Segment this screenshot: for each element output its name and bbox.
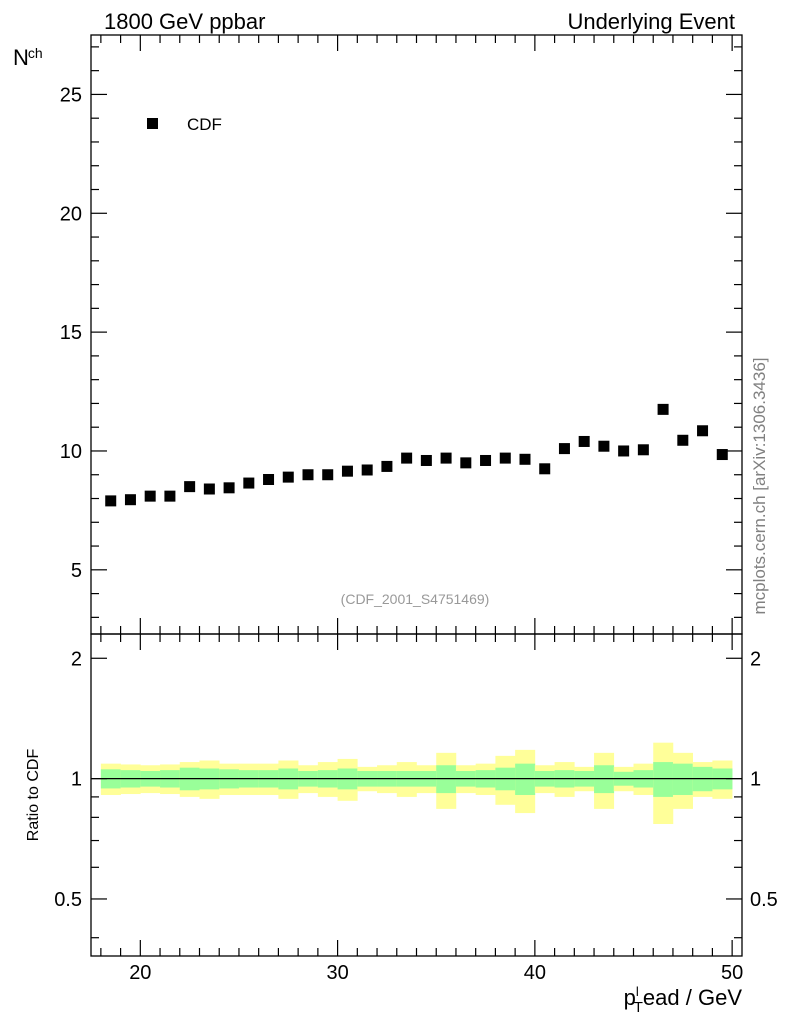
data-point bbox=[519, 453, 531, 465]
ratio-ytick-label: 0.5 bbox=[54, 889, 82, 911]
xlabel-p: p bbox=[624, 985, 636, 1010]
xlabel-sub: T bbox=[634, 999, 643, 1016]
data-point bbox=[223, 482, 235, 494]
data-point bbox=[677, 434, 689, 446]
data-point bbox=[657, 403, 669, 415]
main-ytick-label: 20 bbox=[60, 203, 82, 225]
ratio-band-stat bbox=[515, 763, 536, 795]
data-point bbox=[263, 473, 275, 485]
data-point bbox=[401, 452, 413, 464]
watermark-text: mcplots.cern.ch [arXiv:1306.3436] bbox=[750, 357, 769, 614]
data-point bbox=[341, 465, 353, 477]
data-point bbox=[539, 463, 551, 475]
data-point bbox=[105, 495, 117, 507]
ratio-xtick-label: 50 bbox=[721, 962, 743, 984]
ratio-ylabel: Ratio to CDF bbox=[25, 749, 42, 842]
right-title: Underlying Event bbox=[567, 9, 735, 34]
data-point bbox=[243, 477, 255, 489]
data-point bbox=[558, 443, 570, 455]
ratio-ytick-label-right: 1 bbox=[750, 769, 761, 791]
ratio-frame bbox=[90, 633, 743, 957]
data-point bbox=[637, 444, 649, 456]
data-point bbox=[598, 440, 610, 452]
ratio-ytick-label-right: 0.5 bbox=[750, 889, 778, 911]
main-ylabel-sub: ch bbox=[28, 45, 43, 61]
data-point bbox=[440, 452, 452, 464]
data-point bbox=[322, 469, 334, 481]
main-ytick-label: 25 bbox=[60, 84, 82, 106]
main-ytick-label: 15 bbox=[60, 322, 82, 344]
data-point bbox=[716, 449, 728, 461]
ratio-error-bands bbox=[100, 742, 733, 824]
main-ylabel: Nch bbox=[13, 45, 43, 70]
xlabel-sup: l bbox=[636, 984, 639, 999]
ratio-band-stat bbox=[653, 762, 674, 797]
data-point bbox=[361, 464, 373, 476]
ratio-xtick-label: 30 bbox=[326, 962, 348, 984]
xlabel-rest: ead / GeV bbox=[643, 985, 742, 1010]
main-ytick-label: 5 bbox=[71, 560, 82, 582]
data-point bbox=[302, 469, 314, 481]
ratio-panel: 0.5 0.5 1 1 2 2 20 30 40 50 Ratio to CDF pl Tead /… bbox=[25, 633, 778, 1016]
ratio-xlabel: pl Tead / GeV bbox=[624, 984, 743, 1016]
ratio-ytick-label: 1 bbox=[71, 769, 82, 791]
data-point bbox=[578, 435, 590, 447]
data-point bbox=[124, 494, 136, 506]
main-axis-ticks: 5 10 15 20 25 bbox=[60, 35, 742, 634]
main-data-points bbox=[105, 403, 728, 507]
data-point bbox=[618, 445, 630, 457]
data-point bbox=[697, 425, 709, 437]
data-point bbox=[480, 454, 492, 466]
data-point bbox=[282, 471, 294, 483]
ratio-ytick-label: 2 bbox=[71, 648, 82, 670]
main-ylabel-main: N bbox=[13, 45, 29, 70]
left-title: 1800 GeV ppbar bbox=[104, 9, 265, 34]
main-ytick-label: 10 bbox=[60, 441, 82, 463]
ratio-xtick-label: 40 bbox=[524, 962, 546, 984]
data-point bbox=[144, 490, 156, 502]
legend-label: CDF bbox=[187, 115, 222, 134]
main-panel: 5 10 15 20 25 (CDF_2001_S4751469) CDF Nch bbox=[13, 34, 743, 635]
data-point bbox=[499, 452, 511, 464]
data-point bbox=[164, 490, 176, 502]
data-point bbox=[203, 483, 215, 495]
data-point bbox=[381, 460, 393, 472]
data-point bbox=[460, 457, 472, 469]
analysis-label: (CDF_2001_S4751469) bbox=[341, 591, 490, 607]
data-point bbox=[420, 454, 432, 466]
legend-marker bbox=[147, 118, 158, 129]
data-point bbox=[184, 481, 196, 493]
ratio-band-stat bbox=[672, 763, 693, 795]
ratio-xtick-label: 20 bbox=[129, 962, 151, 984]
ratio-ytick-label-right: 2 bbox=[750, 648, 761, 670]
